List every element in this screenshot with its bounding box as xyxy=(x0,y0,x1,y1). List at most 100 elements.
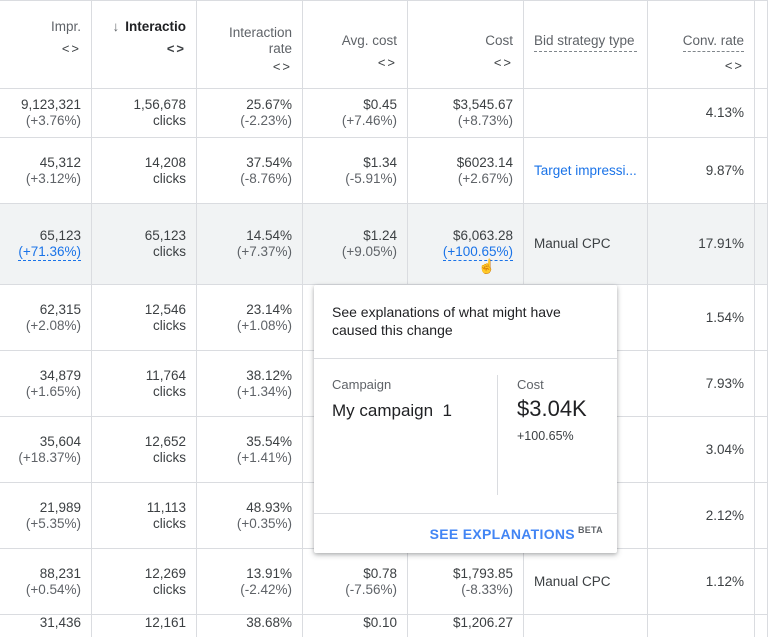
interactions-change: clicks xyxy=(153,244,186,259)
cost-cell: $1,206.27 xyxy=(408,615,524,637)
expand-columns-icon[interactable]: <> xyxy=(377,55,397,70)
col-header-label: Bid strategy type xyxy=(534,33,637,52)
conv-rate-cell: 1.54% xyxy=(648,285,755,350)
table-row[interactable]: 9,123,321 (+3.76%) 1,56,678 clicks 25.67% (-2… xyxy=(0,89,768,138)
cost-value: $3,545.67 xyxy=(452,97,513,112)
conv-rate-value: 4.13% xyxy=(705,105,744,120)
expand-columns-icon[interactable]: <> xyxy=(724,58,744,73)
cost-value: $6,063.28 xyxy=(452,227,513,243)
expand-columns-icon[interactable]: <> xyxy=(61,41,81,56)
interactions-cell: 12,269 clicks xyxy=(92,549,197,614)
impressions-value: 62,315 xyxy=(39,301,81,317)
bid-strategy-cell xyxy=(524,89,648,137)
col-header-label: ↓ Interactio xyxy=(112,19,186,34)
impressions-cell: 21,989 (+5.35%) xyxy=(0,483,92,548)
bid-strategy-value: Manual CPC xyxy=(534,573,611,589)
avg-cost-change: (-7.56%) xyxy=(345,581,397,597)
impressions-change: (+1.65%) xyxy=(25,383,81,399)
impressions-change: (+2.08%) xyxy=(25,317,81,333)
bid-strategy-value[interactable]: Target impressi... xyxy=(534,162,637,178)
conv-rate-cell: 4.13% xyxy=(648,89,755,137)
col-header-interactions[interactable]: ↓ Interactio <> xyxy=(92,1,197,88)
table-row[interactable]: 45,312 (+3.12%) 14,208 clicks 37.54% (-8.76%)… xyxy=(0,138,768,204)
expand-columns-icon[interactable]: <> xyxy=(272,59,292,74)
col-header-bid-strategy[interactable]: Bid strategy type xyxy=(524,1,648,88)
interaction-rate-change: (+1.41%) xyxy=(236,449,292,465)
expand-columns-icon[interactable]: <> xyxy=(493,55,513,70)
table-row[interactable]: 31,436 12,161 38.68% $0.10 $1,206.27 xyxy=(0,615,768,637)
conv-rate-value: 17.91% xyxy=(698,236,744,251)
cost-value: $3.04K xyxy=(517,396,587,421)
impressions-value: 35,604 xyxy=(39,433,81,449)
interactions-value: 12,546 xyxy=(144,301,186,317)
popover-title: See explanations of what might have caus… xyxy=(332,304,561,338)
interaction-rate-change: (-2.23%) xyxy=(240,113,292,128)
col-spacer xyxy=(755,89,768,137)
interaction-rate-change: (+0.35%) xyxy=(236,515,292,531)
table-row[interactable]: 88,231 (+0.54%) 12,269 clicks 13.91% (-2.42%)… xyxy=(0,549,768,615)
cost-cell: $1,793.85 (-8.33%) xyxy=(408,549,524,614)
cost-change: +100.65% xyxy=(517,429,574,443)
conv-rate-cell: 3.04% xyxy=(648,417,755,482)
cost-value: $1,793.85 xyxy=(452,565,513,581)
cost-change[interactable]: (+100.65%) xyxy=(442,243,513,261)
interactions-change: clicks xyxy=(153,449,186,465)
interaction-rate-value: 35.54% xyxy=(246,433,292,449)
avg-cost-cell: $0.78 (-7.56%) xyxy=(303,549,408,614)
col-spacer xyxy=(755,549,768,614)
interactions-change: clicks xyxy=(153,383,186,399)
avg-cost-value: $1.24 xyxy=(363,228,397,243)
sort-down-icon[interactable]: ↓ xyxy=(112,19,120,34)
conv-rate-value: 7.93% xyxy=(705,375,744,391)
interaction-rate-cell: 14.54% (+7.37%) xyxy=(197,204,303,284)
divider xyxy=(497,375,498,495)
interactions-cell: 65,123 clicks xyxy=(92,204,197,284)
col-header-label: Cost xyxy=(485,33,513,48)
interaction-rate-change: (+7.37%) xyxy=(236,244,292,259)
cost-value: $1,206.27 xyxy=(452,615,513,630)
impressions-cell: 65,123 (+71.36%) xyxy=(0,204,92,284)
interaction-rate-value: 37.54% xyxy=(246,154,292,170)
cost-change: (+2.67%) xyxy=(457,170,513,186)
interactions-cell: 11,764 clicks xyxy=(92,351,197,416)
impressions-change: (+0.54%) xyxy=(25,581,81,597)
interactions-value: 14,208 xyxy=(144,154,186,170)
avg-cost-value: $0.78 xyxy=(363,565,397,581)
col-header-interaction-rate[interactable]: Interaction rate <> xyxy=(197,1,303,88)
explanation-popover: See explanations of what might have caus… xyxy=(314,285,617,553)
interactions-value: 1,56,678 xyxy=(133,97,186,112)
interaction-rate-cell: 38.68% xyxy=(197,615,303,637)
interaction-rate-value: 38.12% xyxy=(246,367,292,383)
conv-rate-value: 1.54% xyxy=(705,309,744,325)
avg-cost-cell: $1.34 (-5.91%) xyxy=(303,138,408,203)
table-row[interactable]: 65,123 (+71.36%) 65,123 clicks 14.54% (+7.37%… xyxy=(0,204,768,285)
interactions-value: 12,161 xyxy=(144,615,186,630)
col-header-conv-rate[interactable]: Conv. rate <> xyxy=(648,1,755,88)
col-header-avg-cost[interactable]: Avg. cost <> xyxy=(303,1,408,88)
impressions-value: 31,436 xyxy=(39,615,81,630)
interaction-rate-cell: 48.93% (+0.35%) xyxy=(197,483,303,548)
col-header-impr[interactable]: Impr. <> xyxy=(0,1,92,88)
interactions-cell: 12,161 xyxy=(92,615,197,637)
interactions-cell: 11,113 clicks xyxy=(92,483,197,548)
col-spacer xyxy=(755,1,768,88)
impressions-change[interactable]: (+71.36%) xyxy=(18,243,81,261)
col-spacer xyxy=(755,138,768,203)
col-spacer xyxy=(755,417,768,482)
interactions-change: clicks xyxy=(153,317,186,333)
table-header: Impr. <> ↓ Interactio <> Interaction rate… xyxy=(0,0,768,89)
see-explanations-button[interactable]: SEE EXPLANATIONS BETA xyxy=(429,525,603,542)
divider xyxy=(314,358,617,359)
expand-columns-icon[interactable]: <> xyxy=(166,41,186,56)
cost-change: (-8.33%) xyxy=(461,581,513,597)
col-header-cost[interactable]: Cost <> xyxy=(408,1,524,88)
interactions-change: clicks xyxy=(153,170,186,186)
col-spacer xyxy=(755,351,768,416)
col-spacer xyxy=(755,615,768,637)
conv-rate-cell: 7.93% xyxy=(648,351,755,416)
bid-strategy-value: Manual CPC xyxy=(534,236,611,251)
divider xyxy=(314,513,617,514)
interactions-value: 11,113 xyxy=(146,499,186,515)
cost-cell: $3,545.67 (+8.73%) xyxy=(408,89,524,137)
interaction-rate-cell: 37.54% (-8.76%) xyxy=(197,138,303,203)
